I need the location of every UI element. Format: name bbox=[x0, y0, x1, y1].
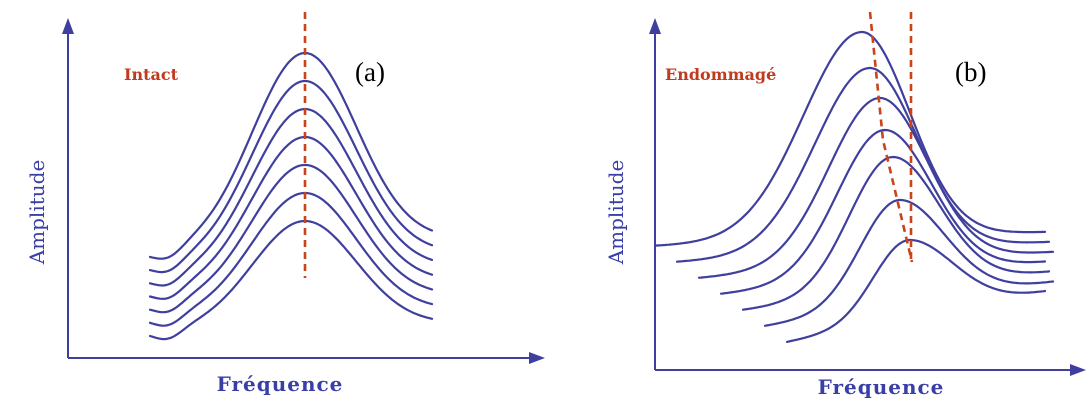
panel-b-curve bbox=[763, 198, 1055, 327]
panel-a-state-label: Intact bbox=[124, 65, 179, 84]
panel-b-curve bbox=[675, 66, 1051, 263]
panel-b-curve bbox=[741, 155, 1051, 311]
panel-a-curve bbox=[148, 107, 434, 287]
panel-a-curves bbox=[148, 51, 434, 341]
panel-a-curve bbox=[148, 191, 434, 327]
panel-b-curve bbox=[719, 128, 1047, 295]
panel-b-id-label: (b) bbox=[955, 57, 986, 87]
panel-a-curve bbox=[148, 135, 434, 300]
panel-b-curve bbox=[785, 238, 1047, 343]
panel-a-x-axis-arrow bbox=[529, 352, 545, 364]
panel-b-y-axis-label: Amplitude bbox=[604, 160, 628, 266]
panel-b-state-label: Endommagé bbox=[665, 65, 776, 84]
panel-a-id-label: (a) bbox=[355, 57, 385, 87]
panel-a-curve bbox=[148, 163, 434, 314]
panel-a-y-axis-label: Amplitude bbox=[25, 160, 49, 266]
panel-a-curve bbox=[148, 79, 434, 274]
panel-b-shifting-peak-marker bbox=[868, 11, 914, 263]
panel-b: Amplitude Fréquence Endommagé (b) bbox=[604, 11, 1086, 398]
panel-a-curve bbox=[148, 51, 434, 260]
panel-b-curves bbox=[653, 30, 1055, 343]
panel-a-curve bbox=[148, 219, 434, 341]
panel-a: Amplitude Fréquence Intact (a) bbox=[25, 12, 545, 396]
panel-a-y-axis-arrow bbox=[62, 18, 74, 34]
panel-b-x-axis-label: Fréquence bbox=[818, 375, 945, 398]
panel-b-y-axis-arrow bbox=[649, 18, 661, 34]
panel-b-curve bbox=[653, 30, 1047, 247]
panel-a-x-axis-label: Fréquence bbox=[217, 372, 344, 396]
panel-b-curve bbox=[697, 96, 1055, 279]
panel-b-x-axis-arrow bbox=[1070, 364, 1086, 376]
